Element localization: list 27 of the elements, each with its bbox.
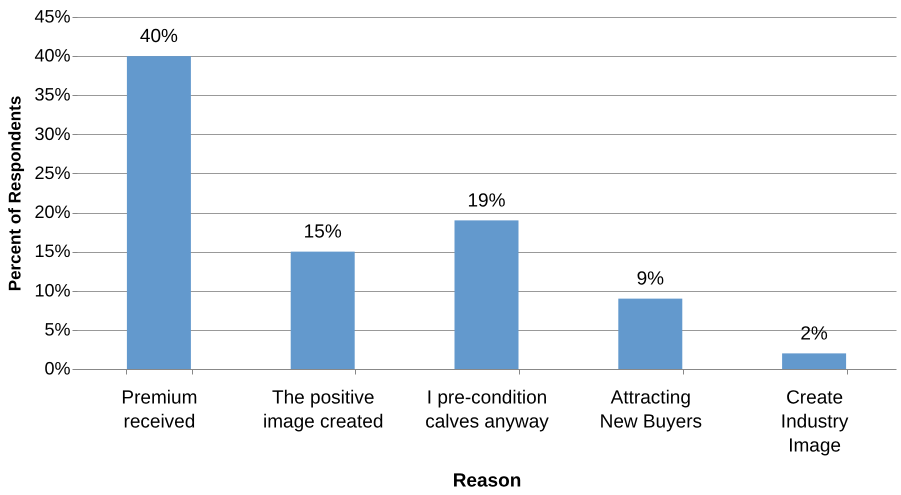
x-tick-label: The positive image created [262, 388, 384, 432]
data-label: 9% [636, 268, 664, 290]
bar [126, 56, 191, 369]
data-label: 19% [467, 190, 506, 212]
x-axis-title: Reason [452, 470, 522, 492]
data-label: 15% [304, 222, 342, 243]
x-tick-label: Create Industry Image [780, 388, 849, 456]
y-tick-label: 0% [44, 358, 70, 378]
y-tick-label: 35% [34, 84, 70, 105]
data-label: 2% [800, 323, 828, 344]
y-tick-label: 40% [34, 46, 70, 66]
y-tick-label: 20% [34, 202, 70, 222]
data-label: 40% [140, 26, 178, 48]
y-tick-label: 5% [44, 319, 70, 340]
x-tick-label: I pre-condition calves anyway [425, 388, 550, 432]
y-tick-label: 45% [34, 6, 70, 26]
y-tick-label: 25% [34, 162, 70, 183]
y-tick-label: 10% [34, 280, 70, 300]
bar [290, 252, 355, 369]
bar [782, 353, 846, 369]
y-tick-label: 15% [34, 241, 70, 262]
x-tick-label: Attracting New Buyers [600, 388, 702, 432]
y-axis-title: Percent of Respondents [5, 96, 24, 292]
bar [454, 220, 518, 369]
y-tick-label: 30% [34, 124, 70, 144]
x-tick-label: Premium received [121, 388, 198, 432]
bar [618, 298, 682, 369]
